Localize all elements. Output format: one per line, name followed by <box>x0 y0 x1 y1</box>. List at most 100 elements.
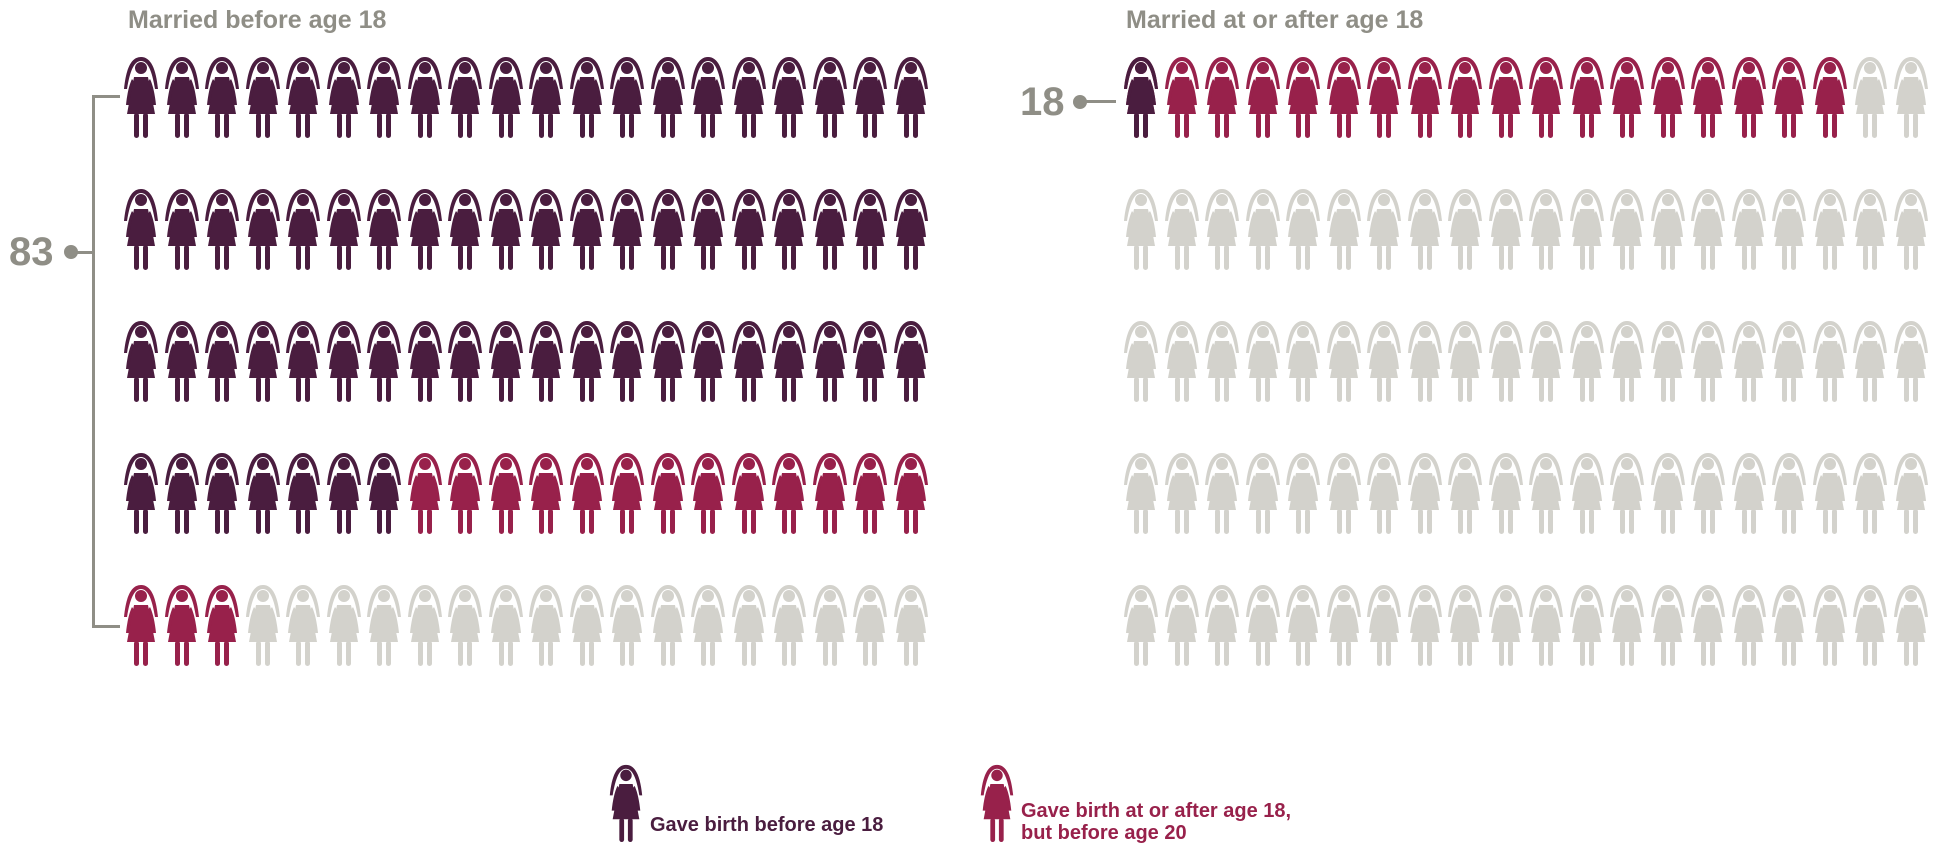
woman-icon <box>569 321 604 402</box>
woman-icon <box>1812 57 1847 138</box>
bracket-bottom-tick <box>92 625 120 628</box>
woman-icon <box>1650 57 1685 138</box>
woman-icon <box>1569 321 1604 402</box>
woman-icon <box>124 189 158 270</box>
woman-icon <box>1164 57 1199 138</box>
woman-icon <box>650 585 685 666</box>
woman-icon <box>367 321 401 402</box>
woman-icon <box>1610 57 1644 138</box>
woman-icon <box>164 321 199 402</box>
woman-icon <box>488 585 523 666</box>
woman-icon <box>691 453 725 534</box>
woman-icon <box>1853 321 1887 402</box>
woman-icon <box>1326 585 1361 666</box>
woman-icon <box>1286 57 1320 138</box>
woman-icon <box>1326 453 1361 534</box>
woman-icon <box>1367 57 1401 138</box>
woman-icon <box>1691 189 1725 270</box>
woman-icon <box>205 189 239 270</box>
woman-icon <box>1529 189 1563 270</box>
woman-icon <box>1367 453 1401 534</box>
woman-icon <box>772 585 806 666</box>
woman-icon <box>1529 57 1563 138</box>
woman-icon <box>448 453 482 534</box>
woman-icon <box>448 189 482 270</box>
woman-icon <box>893 321 928 402</box>
woman-icon <box>853 585 887 666</box>
woman-icon <box>772 189 806 270</box>
woman-icon <box>1812 585 1847 666</box>
woman-icon <box>1772 321 1806 402</box>
woman-icon <box>529 189 563 270</box>
woman-icon <box>1407 453 1442 534</box>
woman-icon <box>893 453 928 534</box>
woman-icon <box>1164 321 1199 402</box>
woman-icon <box>731 57 766 138</box>
woman-icon <box>1407 321 1442 402</box>
woman-icon <box>1286 189 1320 270</box>
woman-icon <box>1772 57 1806 138</box>
woman-icon <box>893 189 928 270</box>
woman-icon <box>245 189 280 270</box>
woman-icon <box>326 585 361 666</box>
woman-icon <box>1853 453 1887 534</box>
woman-icon <box>1529 321 1563 402</box>
woman-icon <box>1893 321 1928 402</box>
count-label-married-after-18: 18 <box>1020 80 1065 124</box>
woman-icon <box>1731 585 1766 666</box>
woman-icon <box>1772 189 1806 270</box>
bracket-vertical-line <box>92 95 95 628</box>
woman-icon <box>650 453 685 534</box>
woman-icon <box>367 453 401 534</box>
woman-icon <box>691 321 725 402</box>
woman-icon <box>1245 189 1280 270</box>
woman-icon <box>1853 57 1887 138</box>
woman-icon <box>853 321 887 402</box>
bracket-connector <box>72 251 94 254</box>
woman-icon <box>1569 57 1604 138</box>
woman-icon <box>1286 453 1320 534</box>
woman-icon <box>1610 321 1644 402</box>
bracket-top-tick <box>92 95 120 98</box>
woman-icon <box>1124 57 1158 138</box>
woman-icon <box>610 57 644 138</box>
woman-icon <box>286 189 320 270</box>
woman-icon <box>407 189 442 270</box>
woman-icon <box>1731 57 1766 138</box>
woman-icon <box>650 57 685 138</box>
woman-icon <box>1893 189 1928 270</box>
woman-icon <box>1205 585 1239 666</box>
woman-icon <box>245 585 280 666</box>
annotation-connector <box>1080 100 1116 103</box>
woman-icon <box>488 189 523 270</box>
woman-icon <box>1124 321 1158 402</box>
woman-icon <box>286 585 320 666</box>
woman-icon <box>1245 585 1280 666</box>
woman-icon <box>731 321 766 402</box>
woman-icon <box>1245 453 1280 534</box>
woman-icon <box>529 453 563 534</box>
legend-icon-birth-before-18 <box>609 764 643 843</box>
woman-icon <box>1691 321 1725 402</box>
woman-icon <box>610 585 644 666</box>
woman-icon <box>1367 585 1401 666</box>
woman-icon <box>1569 189 1604 270</box>
woman-icon <box>326 57 361 138</box>
woman-icon <box>1893 57 1928 138</box>
woman-icon <box>1853 189 1887 270</box>
woman-icon <box>1893 585 1928 666</box>
woman-icon <box>772 321 806 402</box>
woman-icon <box>731 189 766 270</box>
woman-icon <box>1488 321 1523 402</box>
woman-icon <box>731 585 766 666</box>
legend-label-birth-18-to-20: Gave birth at or after age 18, but befor… <box>1021 800 1291 844</box>
woman-icon <box>164 189 199 270</box>
woman-icon <box>650 189 685 270</box>
woman-icon <box>1407 57 1442 138</box>
woman-icon <box>164 57 199 138</box>
woman-icon <box>1650 321 1685 402</box>
legend-item-birth-18-to-20: Gave birth at or after age 18, but befor… <box>978 763 1318 844</box>
woman-icon <box>164 453 199 534</box>
woman-icon <box>124 585 158 666</box>
woman-icon <box>1448 453 1482 534</box>
